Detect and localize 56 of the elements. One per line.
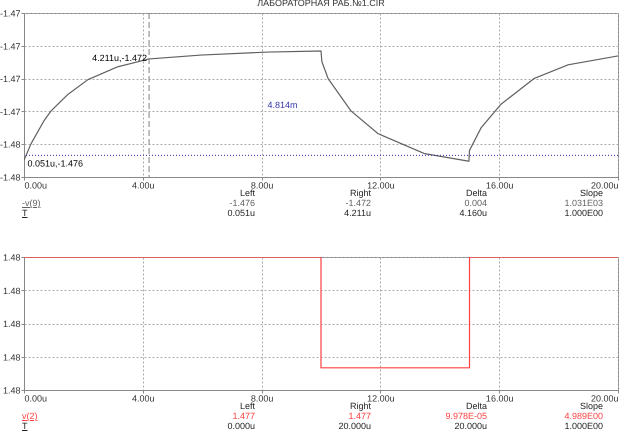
text: 0.051u: [227, 208, 255, 218]
y-tick-label: -1.47: [0, 41, 20, 52]
y-tick-label: -1.48: [0, 140, 20, 150]
y-tick-label: -1.47: [0, 106, 20, 117]
text: 4.160u: [459, 208, 487, 218]
x-tick-label: 20.00u: [590, 394, 618, 404]
text: 1.000E00: [564, 208, 603, 218]
y-tick-label: 1.48: [2, 352, 20, 362]
y-tick-label: 1.48: [2, 386, 20, 396]
annotation: 0.051u,-1.476: [28, 158, 84, 168]
x-tick-label: 8.00u: [250, 394, 274, 404]
text: 1.000E00: [564, 421, 603, 431]
x-tick-label: 16.00u: [486, 180, 514, 190]
text: 1.477: [348, 411, 371, 421]
text: T: [22, 208, 28, 218]
line-series: [24, 50, 618, 162]
text: 0.004: [464, 198, 487, 208]
y-tick-label: -1.48: [0, 172, 20, 182]
text: 1.031E03: [564, 198, 603, 208]
text: 0.000u: [227, 421, 255, 431]
text: -1.476: [229, 198, 255, 208]
text: Left: [240, 401, 255, 411]
text: -1.472: [345, 198, 371, 208]
text: Delta: [466, 401, 487, 411]
x-tick-label: 20.00u: [590, 180, 618, 190]
x-tick-label: 0.00u: [24, 180, 48, 190]
text: 9.978E-05: [445, 411, 487, 421]
x-tick-label: 12.00u: [367, 394, 395, 404]
x-tick-label: 12.00u: [367, 180, 395, 190]
chart-title: ЛАБОРАТОРНАЯ РАБ.№1.CIR: [257, 0, 386, 8]
x-tick-label: 4.00u: [132, 180, 155, 190]
text: Right: [350, 401, 371, 411]
text: Right: [350, 188, 371, 198]
text: T: [22, 421, 28, 431]
y-tick-label: 1.48: [2, 252, 20, 262]
y-tick-label: 1.48: [2, 319, 20, 329]
x-tick-label: 16.00u: [486, 394, 514, 404]
x-tick-label: 8.00u: [250, 180, 274, 190]
y-tick-label: 1.48: [2, 286, 20, 296]
text: Slope: [580, 401, 603, 411]
annotation: 4.211u,-1.472: [92, 53, 148, 64]
text: -v(9): [22, 198, 40, 208]
x-tick-label: 4.00u: [132, 394, 155, 404]
text: 4.989E00: [564, 411, 603, 421]
text: Slope: [580, 188, 603, 198]
y-tick-label: -1.47: [0, 8, 20, 18]
text: Delta: [466, 188, 487, 198]
text: 20.000u: [338, 421, 371, 431]
text: 20.000u: [454, 421, 487, 431]
x-tick-label: 0.00u: [24, 394, 48, 404]
annotation: 4.814m: [268, 100, 298, 110]
y-tick-label: -1.47: [0, 74, 20, 84]
text: Left: [240, 188, 255, 198]
text: 4.211u: [344, 208, 371, 218]
text: v(2): [22, 411, 38, 421]
text: 1.477: [232, 411, 255, 421]
